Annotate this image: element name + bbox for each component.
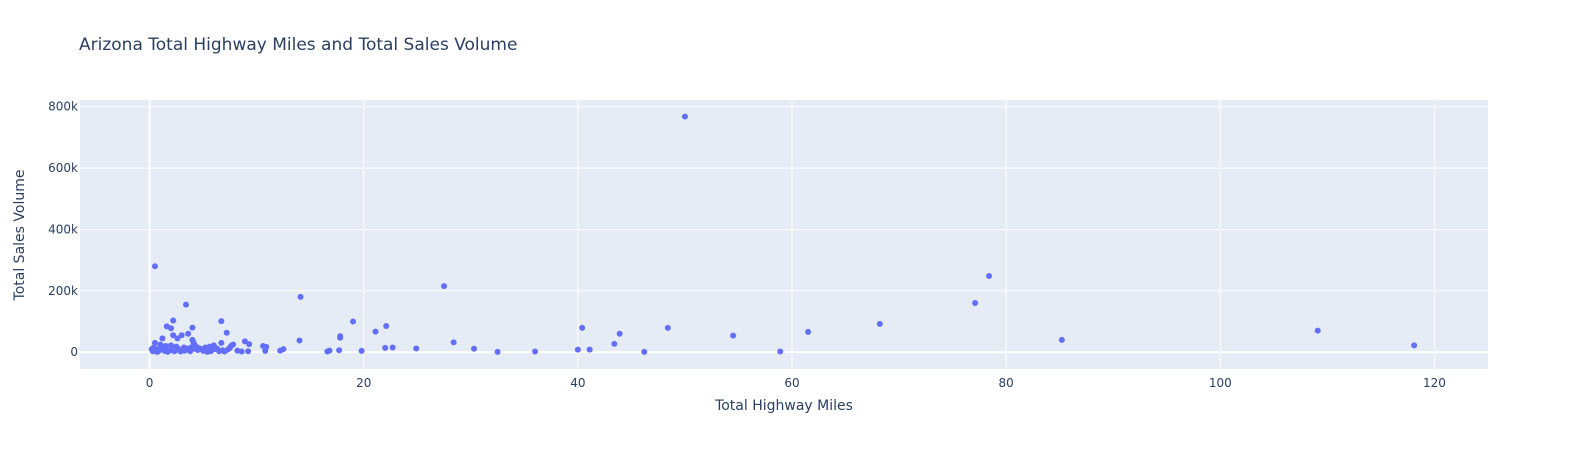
data-point[interactable] bbox=[179, 346, 186, 353]
data-point[interactable] bbox=[219, 347, 226, 354]
data-points bbox=[148, 113, 1418, 355]
y-tick-label: 600k bbox=[48, 161, 78, 175]
data-point[interactable] bbox=[150, 344, 157, 351]
data-point[interactable] bbox=[170, 317, 177, 324]
data-point[interactable] bbox=[195, 345, 202, 352]
data-point[interactable] bbox=[1314, 327, 1321, 334]
data-point[interactable] bbox=[358, 347, 365, 354]
data-point[interactable] bbox=[246, 341, 253, 348]
y-tick-label: 400k bbox=[48, 222, 78, 236]
data-point[interactable] bbox=[218, 318, 225, 325]
data-point[interactable] bbox=[162, 346, 169, 353]
x-axis-title: Total Highway Miles bbox=[714, 398, 853, 414]
x-tick-label: 100 bbox=[1209, 376, 1232, 390]
data-point[interactable] bbox=[450, 339, 457, 346]
data-point[interactable] bbox=[471, 345, 478, 352]
data-point[interactable] bbox=[664, 324, 671, 331]
data-point[interactable] bbox=[986, 273, 993, 280]
data-point[interactable] bbox=[170, 332, 177, 339]
data-point[interactable] bbox=[876, 320, 883, 327]
data-point[interactable] bbox=[586, 346, 593, 353]
data-point[interactable] bbox=[730, 332, 737, 339]
data-point[interactable] bbox=[238, 348, 245, 355]
data-point[interactable] bbox=[189, 324, 196, 331]
data-point[interactable] bbox=[154, 348, 161, 355]
data-point[interactable] bbox=[372, 328, 379, 335]
data-point[interactable] bbox=[336, 347, 343, 354]
data-point[interactable] bbox=[262, 347, 269, 354]
data-point[interactable] bbox=[611, 340, 618, 347]
data-point[interactable] bbox=[805, 328, 812, 335]
data-point[interactable] bbox=[159, 335, 166, 342]
data-point[interactable] bbox=[681, 113, 688, 120]
data-point[interactable] bbox=[413, 345, 420, 352]
y-axis-ticks: 0 200k 400k 600k 800k bbox=[48, 100, 78, 359]
data-point[interactable] bbox=[1058, 336, 1065, 343]
data-point[interactable] bbox=[337, 333, 344, 340]
x-tick-label: 120 bbox=[1423, 376, 1446, 390]
data-point[interactable] bbox=[174, 335, 181, 342]
data-point[interactable] bbox=[777, 348, 784, 355]
data-point[interactable] bbox=[383, 323, 390, 330]
data-point[interactable] bbox=[297, 293, 304, 300]
data-point[interactable] bbox=[183, 301, 190, 308]
data-point[interactable] bbox=[241, 338, 248, 345]
gridlines bbox=[80, 100, 1488, 369]
data-point[interactable] bbox=[185, 330, 192, 337]
data-point[interactable] bbox=[579, 324, 586, 331]
data-point[interactable] bbox=[151, 263, 158, 270]
data-point[interactable] bbox=[188, 344, 195, 351]
data-point[interactable] bbox=[382, 344, 389, 351]
x-tick-label: 40 bbox=[570, 376, 585, 390]
data-point[interactable] bbox=[296, 337, 303, 344]
data-point[interactable] bbox=[350, 318, 357, 325]
x-tick-label: 80 bbox=[999, 376, 1014, 390]
data-point[interactable] bbox=[218, 339, 225, 346]
data-point[interactable] bbox=[389, 344, 396, 351]
chart-title: Arizona Total Highway Miles and Total Sa… bbox=[79, 35, 517, 55]
x-axis-ticks: 0 20 40 60 80 100 120 bbox=[146, 376, 1446, 390]
y-tick-label: 200k bbox=[48, 284, 78, 298]
data-point[interactable] bbox=[223, 329, 230, 336]
data-point[interactable] bbox=[532, 348, 539, 355]
data-point[interactable] bbox=[326, 347, 333, 354]
x-tick-label: 20 bbox=[356, 376, 371, 390]
y-tick-label: 0 bbox=[70, 345, 78, 359]
y-tick-label: 800k bbox=[48, 100, 78, 114]
x-tick-label: 60 bbox=[784, 376, 799, 390]
y-axis-title: Total Sales Volume bbox=[12, 170, 28, 302]
data-point[interactable] bbox=[277, 347, 284, 354]
data-point[interactable] bbox=[245, 348, 252, 355]
data-point[interactable] bbox=[441, 283, 448, 290]
data-point[interactable] bbox=[972, 300, 979, 307]
data-point[interactable] bbox=[172, 347, 179, 354]
x-tick-label: 0 bbox=[146, 376, 154, 390]
data-point[interactable] bbox=[574, 346, 581, 353]
data-point[interactable] bbox=[151, 339, 158, 346]
data-point[interactable] bbox=[616, 330, 623, 337]
data-point[interactable] bbox=[226, 344, 233, 351]
data-point[interactable] bbox=[494, 348, 501, 355]
data-point[interactable] bbox=[1411, 342, 1418, 349]
data-point[interactable] bbox=[168, 325, 175, 332]
data-point[interactable] bbox=[178, 332, 185, 339]
data-point[interactable] bbox=[641, 348, 648, 355]
plot-area bbox=[80, 100, 1488, 369]
data-point[interactable] bbox=[207, 348, 214, 355]
